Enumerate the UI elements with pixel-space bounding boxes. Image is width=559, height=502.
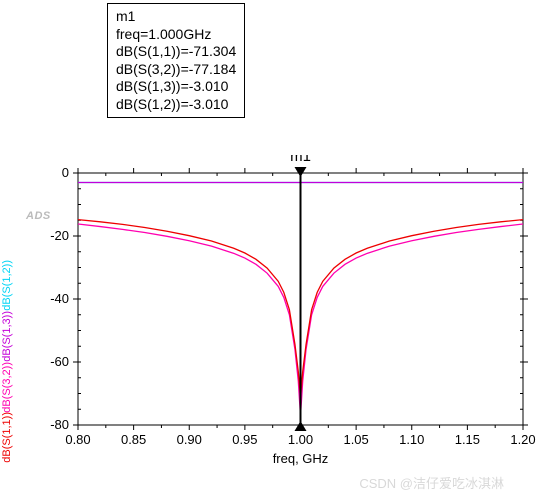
svg-text:1.05: 1.05	[343, 432, 368, 447]
svg-text:0.95: 0.95	[232, 432, 257, 447]
svg-text:0.80: 0.80	[65, 432, 90, 447]
svg-text:-60: -60	[50, 354, 69, 369]
svg-text:-40: -40	[50, 291, 69, 306]
marker-line: dB(S(1,2))=-3.010	[116, 96, 236, 114]
marker-line: dB(S(1,3))=-3.010	[116, 78, 236, 96]
marker-line: freq=1.000GHz	[116, 26, 236, 44]
page-watermark: CSDN @洁仔爱吃冰淇淋	[359, 473, 504, 492]
svg-text:0.90: 0.90	[177, 432, 202, 447]
svg-text:-80: -80	[50, 417, 69, 432]
svg-text:1.00: 1.00	[288, 432, 313, 447]
chart-svg: 0 -20 -40 -60 -800.80 0.85 0.90 0.95 1.00 1.05 1.1…	[0, 155, 559, 500]
svg-text:1.15: 1.15	[455, 432, 480, 447]
svg-text:freq, GHz: freq, GHz	[273, 451, 329, 466]
svg-text:0.85: 0.85	[121, 432, 146, 447]
svg-text:0: 0	[62, 165, 69, 180]
marker-name: m1	[116, 8, 236, 26]
svg-text:1.10: 1.10	[399, 432, 424, 447]
svg-text:-20: -20	[50, 228, 69, 243]
marker-readout-box: m1 freq=1.000GHz dB(S(1,1))=-71.304 dB(S…	[107, 3, 245, 118]
svg-text:m1: m1	[290, 155, 311, 165]
chart: 0 -20 -40 -60 -800.80 0.85 0.90 0.95 1.00 1.05 1.1…	[0, 155, 559, 500]
marker-line: dB(S(3,2))=-77.184	[116, 61, 236, 79]
svg-text:1.20: 1.20	[510, 432, 535, 447]
marker-line: dB(S(1,1))=-71.304	[116, 43, 236, 61]
